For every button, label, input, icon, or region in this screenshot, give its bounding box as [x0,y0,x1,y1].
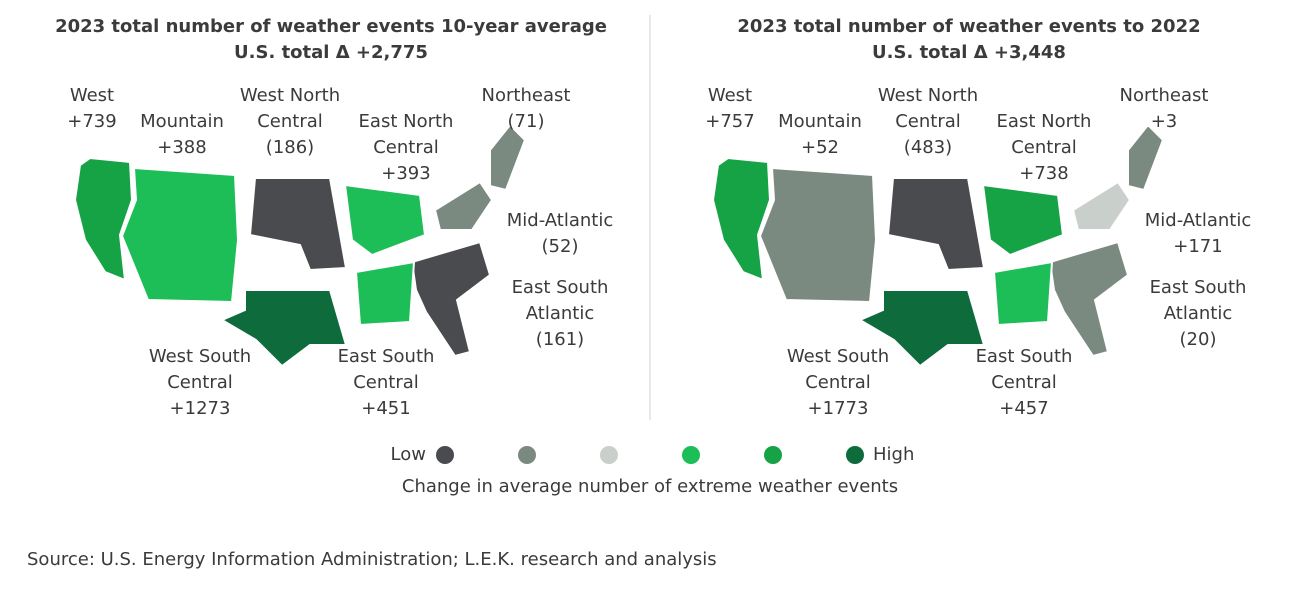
region-shape [886,177,986,272]
legend-high: High [873,444,914,465]
legend-swatch [436,446,454,464]
region-value: +393 [381,163,430,184]
region-value: (186) [266,137,314,158]
region-name: Northeast [1120,85,1209,106]
map-subtitle: U.S. total Δ +2,775 [234,42,428,63]
region-name: West South [149,346,251,367]
region-value: +757 [705,111,754,132]
region-name: Northeast [482,85,571,106]
region-name: Central [895,111,961,132]
region-value: +3 [1151,111,1178,132]
region-value: +738 [1019,163,1068,184]
region-name: East South [512,277,609,298]
legend-caption: Change in average number of extreme weat… [402,476,898,497]
region-name: East North [359,111,454,132]
region-shape [248,177,348,272]
region-name: Central [373,137,439,158]
region-name: West North [240,85,340,106]
region-name: East South [1150,277,1247,298]
legend-swatch [682,446,700,464]
region-value: +457 [999,398,1048,419]
region-shape [1071,180,1132,231]
region-name: Central [167,372,233,393]
region-name: Atlantic [1164,303,1232,324]
map-title: 2023 total number of weather events to 2… [737,16,1200,37]
region-value: (161) [536,329,584,350]
region-shape [857,289,986,368]
region-value: +1273 [170,398,231,419]
region-name: Central [1011,137,1077,158]
region-shape [711,156,772,282]
region-value: +451 [361,398,410,419]
region-shape [992,260,1054,327]
region-value: +388 [157,137,206,158]
region-name: East North [997,111,1092,132]
region-name: Central [991,372,1057,393]
region-name: Atlantic [526,303,594,324]
region-name: East South [338,346,435,367]
region-value: +171 [1173,236,1222,257]
region-name: Mountain [778,111,862,132]
region-name: Central [805,372,871,393]
region-name: West [708,85,752,106]
region-shape [354,260,416,327]
legend-low: Low [391,444,426,465]
region-value: +1773 [808,398,869,419]
region-name: Central [353,372,419,393]
region-name: West South [787,346,889,367]
region-shape [981,183,1065,257]
region-shape [1048,240,1130,358]
region-value: +52 [801,137,839,158]
source: Source: U.S. Energy Information Administ… [27,549,717,570]
region-value: +739 [67,111,116,132]
region-name: West [70,85,114,106]
region-value: (52) [542,236,579,257]
legend-swatch [846,446,864,464]
region-shape [410,240,492,358]
region-name: Central [257,111,323,132]
region-shape [219,289,348,368]
region-name: Mid-Atlantic [507,210,614,231]
legend-swatch [600,446,618,464]
region-value: (71) [508,111,545,132]
region-name: Mountain [140,111,224,132]
region-shape [489,123,527,192]
map-title: 2023 total number of weather events 10-y… [55,16,607,37]
region-shape [120,166,240,304]
region-name: Mid-Atlantic [1145,210,1252,231]
region-shape [73,156,134,282]
region-value: (20) [1180,329,1217,350]
region-shape [758,166,878,304]
region-name: West North [878,85,978,106]
legend-swatch [518,446,536,464]
region-value: (483) [904,137,952,158]
region-shape [433,180,494,231]
region-shape [343,183,427,257]
region-name: East South [976,346,1073,367]
region-shape [1127,123,1165,192]
legend-swatch [764,446,782,464]
map-subtitle: U.S. total Δ +3,448 [872,42,1066,63]
